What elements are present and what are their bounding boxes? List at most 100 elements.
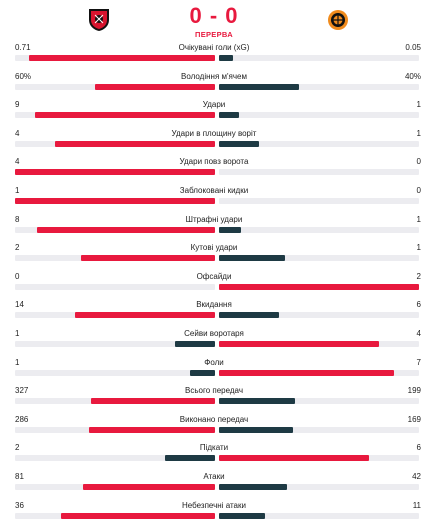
away-stat-track xyxy=(219,255,419,261)
home-stat-bar xyxy=(37,227,215,233)
home-stat-bar xyxy=(81,255,215,261)
away-stat-value: 199 xyxy=(408,386,421,396)
home-stat-bar xyxy=(35,112,215,118)
stat-label: Удари xyxy=(0,100,428,110)
away-stat-track xyxy=(219,455,419,461)
stat-label: Сейви воротаря xyxy=(0,329,428,339)
stat-label: Атаки xyxy=(0,472,428,482)
away-stat-track xyxy=(219,484,419,490)
home-stat-track xyxy=(15,255,215,261)
stat-label: Штрафні удари xyxy=(0,215,428,225)
away-stat-bar xyxy=(219,112,239,118)
home-stat-track xyxy=(15,141,215,147)
home-stat-bar xyxy=(89,427,215,433)
away-stat-value: 42 xyxy=(412,472,421,482)
home-stat-track xyxy=(15,312,215,318)
away-stat-bar xyxy=(219,141,259,147)
away-stat-track xyxy=(219,112,419,118)
home-stat-track xyxy=(15,370,215,376)
home-stat-track xyxy=(15,169,215,175)
away-stat-track xyxy=(219,341,419,347)
away-stat-bar xyxy=(219,255,285,261)
away-stat-value: 4 xyxy=(417,329,421,339)
away-stat-track xyxy=(219,227,419,233)
stat-label: Вкидання xyxy=(0,300,428,310)
stat-label: Небезпечні атаки xyxy=(0,501,428,511)
away-stat-track xyxy=(219,84,419,90)
home-stat-bar xyxy=(95,84,215,90)
home-stat-track xyxy=(15,198,215,204)
stat-label: Заблоковані кидки xyxy=(0,186,428,196)
away-stat-track xyxy=(219,513,419,519)
stat-label: Всього передач xyxy=(0,386,428,396)
home-stat-bar xyxy=(175,341,215,347)
match-status: ПЕРЕРВА xyxy=(0,30,428,39)
stat-label: Підкати xyxy=(0,443,428,453)
stat-label: Фоли xyxy=(0,358,428,368)
away-stat-value: 6 xyxy=(417,443,421,453)
stat-label: Очікувані голи (xG) xyxy=(0,43,428,53)
home-stat-bar xyxy=(190,370,215,376)
home-stat-bar xyxy=(29,55,215,61)
match-score: 0 - 0 xyxy=(0,3,428,29)
away-stat-value: 2 xyxy=(417,272,421,282)
home-stat-track xyxy=(15,513,215,519)
home-stat-track xyxy=(15,112,215,118)
home-stat-track xyxy=(15,84,215,90)
home-stat-bar xyxy=(165,455,215,461)
away-stat-bar xyxy=(219,455,369,461)
away-stat-value: 169 xyxy=(408,415,421,425)
away-stat-track xyxy=(219,312,419,318)
away-stat-value: 0.05 xyxy=(405,43,421,53)
away-stat-track xyxy=(219,370,419,376)
away-stat-bar xyxy=(219,370,394,376)
shakhtar-crest-icon[interactable] xyxy=(327,8,349,32)
away-stat-track xyxy=(219,141,419,147)
away-stat-bar xyxy=(219,84,299,90)
away-stat-bar xyxy=(219,284,419,290)
away-stat-track xyxy=(219,284,419,290)
away-stat-value: 1 xyxy=(417,129,421,139)
away-stat-bar xyxy=(219,484,287,490)
home-stat-track xyxy=(15,455,215,461)
away-stat-bar xyxy=(219,427,293,433)
stat-label: Офсайди xyxy=(0,272,428,282)
away-stat-value: 0 xyxy=(417,157,421,167)
away-stat-value: 0 xyxy=(417,186,421,196)
home-stat-track xyxy=(15,484,215,490)
away-stat-value: 40% xyxy=(405,72,421,82)
away-stat-value: 11 xyxy=(413,501,421,511)
stat-label: Володіння м'ячем xyxy=(0,72,428,82)
away-stat-bar xyxy=(219,312,279,318)
away-stat-value: 7 xyxy=(417,358,421,368)
away-stat-value: 1 xyxy=(417,100,421,110)
away-stat-bar xyxy=(219,227,241,233)
home-stat-track xyxy=(15,284,215,290)
home-stat-bar xyxy=(55,141,215,147)
home-stat-track xyxy=(15,427,215,433)
home-stat-track xyxy=(15,227,215,233)
home-stat-bar xyxy=(83,484,215,490)
match-header: 0 - 0 ПЕРЕРВА xyxy=(0,0,428,43)
stat-label: Удари повз ворота xyxy=(0,157,428,167)
home-stat-bar xyxy=(75,312,215,318)
away-stat-value: 6 xyxy=(417,300,421,310)
stat-label: Кутові удари xyxy=(0,243,428,253)
home-stat-bar xyxy=(15,198,215,204)
away-stat-bar xyxy=(219,341,379,347)
away-stat-track xyxy=(219,427,419,433)
home-stat-bar xyxy=(61,513,215,519)
